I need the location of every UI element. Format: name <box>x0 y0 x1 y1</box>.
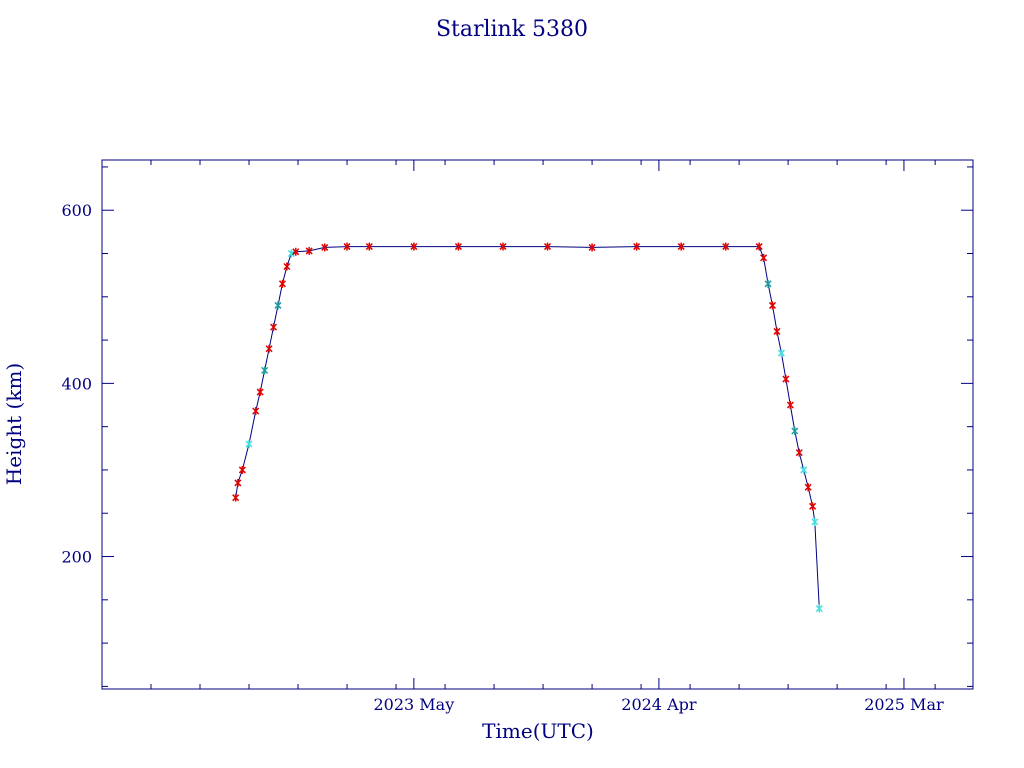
data-point <box>633 242 641 251</box>
data-point <box>269 323 278 332</box>
tick-labels: 2023 May 2024 Apr 2025 Mar 200 400 600 <box>61 201 944 714</box>
y-axis-title: Height (km) <box>2 363 26 485</box>
data-point <box>722 242 730 251</box>
data-point <box>760 253 768 262</box>
x-axis-title: Time(UTC) <box>482 719 594 743</box>
data-point <box>764 279 772 288</box>
series-line <box>235 246 820 609</box>
data-point <box>804 483 812 492</box>
data-point <box>773 327 781 336</box>
data-point <box>256 388 264 397</box>
data-point <box>454 242 462 251</box>
data-point <box>305 246 313 255</box>
axis-ticks <box>102 160 973 689</box>
data-series <box>232 242 823 613</box>
data-point <box>261 366 269 375</box>
data-point <box>800 465 808 474</box>
x-tick-label: 2024 Apr <box>621 695 697 714</box>
data-point <box>677 242 685 251</box>
data-point <box>786 401 794 410</box>
chart-title: Starlink 5380 <box>436 17 588 42</box>
data-point <box>343 242 351 251</box>
data-point <box>588 243 596 252</box>
data-point <box>499 242 507 251</box>
data-point <box>809 502 817 511</box>
data-point <box>755 242 763 251</box>
plot-frame <box>101 159 974 690</box>
data-point <box>274 301 282 310</box>
x-tick-label: 2023 May <box>373 695 454 714</box>
data-point <box>265 344 273 353</box>
data-point <box>543 242 552 251</box>
y-tick-label: 200 <box>61 548 92 567</box>
data-point <box>795 448 803 457</box>
data-point <box>238 465 246 474</box>
data-point <box>811 517 819 526</box>
y-tick-label: 400 <box>61 374 92 393</box>
data-point <box>283 262 291 271</box>
data-point <box>252 407 260 416</box>
data-point <box>234 478 242 487</box>
data-point <box>365 242 373 251</box>
data-point <box>321 243 329 252</box>
data-point <box>782 375 790 384</box>
data-point <box>410 242 418 251</box>
data-point <box>245 439 253 448</box>
data-point <box>292 247 300 256</box>
data-point <box>791 426 799 435</box>
data-point <box>287 249 295 258</box>
data-point <box>278 279 286 288</box>
data-point <box>768 301 777 310</box>
y-tick-label: 600 <box>61 201 92 220</box>
data-point <box>815 604 823 613</box>
data-point <box>232 493 240 502</box>
x-tick-label: 2025 Mar <box>864 695 944 714</box>
data-point <box>777 349 785 358</box>
